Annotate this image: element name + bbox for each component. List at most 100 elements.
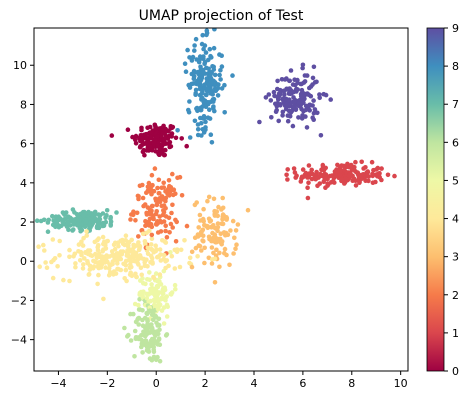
scatter-point-cluster-4	[55, 264, 60, 269]
scatter-point-cluster-3	[205, 198, 210, 204]
x-tick-label: 2	[202, 377, 209, 390]
scatter-point-cluster-6	[132, 354, 137, 359]
scatter-point-cluster-1	[320, 162, 326, 168]
scatter-point-cluster-1	[370, 171, 375, 177]
scatter-point-cluster-4	[98, 265, 104, 270]
scatter-point-cluster-8	[219, 86, 225, 91]
scatter-point-cluster-9	[306, 92, 312, 97]
scatter-point-cluster-3	[233, 228, 239, 233]
scatter-point-cluster-9	[269, 115, 274, 120]
scatter-point-cluster-7	[41, 217, 47, 223]
scatter-point-cluster-3	[209, 225, 214, 230]
scatter-point-cluster-1	[341, 163, 347, 169]
scatter-point-cluster-8	[187, 99, 192, 104]
scatter-point-cluster-5	[145, 277, 150, 282]
scatter-point-cluster-6	[150, 326, 155, 332]
scatter-point-cluster-4	[57, 238, 62, 244]
scatter-point-cluster-8	[204, 32, 209, 38]
scatter-point-cluster-2	[154, 209, 159, 214]
scatter-point-cluster-2	[160, 212, 166, 218]
scatter-point-cluster-8	[222, 82, 227, 88]
scatter-point-cluster-2	[166, 178, 172, 183]
scatter-point-cluster-5	[161, 285, 166, 291]
scatter-point-cluster-2	[149, 172, 155, 178]
scatter-point-cluster-4	[96, 272, 101, 278]
scatter-point-cluster-7	[75, 222, 81, 227]
scatter-point-cluster-8	[219, 64, 225, 69]
scatter-point-cluster-4	[79, 239, 84, 245]
scatter-point-cluster-4	[148, 253, 154, 259]
scatter-point-cluster-3	[224, 215, 230, 221]
scatter-point-cluster-4	[155, 254, 160, 260]
scatter-point-cluster-5	[147, 270, 152, 275]
scatter-point-cluster-4	[73, 264, 78, 270]
scatter-point-cluster-7	[71, 220, 77, 225]
scatter-point-cluster-4	[164, 258, 170, 263]
scatter-point-cluster-5	[152, 293, 158, 298]
y-tick-label: 6	[20, 138, 27, 151]
scatter-point-cluster-1	[341, 167, 347, 173]
scatter-point-cluster-5	[144, 291, 149, 297]
scatter-point-cluster-2	[153, 221, 159, 227]
plot-frame	[33, 27, 409, 372]
scatter-point-cluster-8	[208, 53, 213, 59]
scatter-point-cluster-4	[137, 254, 143, 259]
scatter-point-cluster-1	[317, 173, 323, 179]
scatter-point-cluster-9	[312, 107, 318, 112]
scatter-point-cluster-2	[163, 198, 168, 204]
scatter-point-cluster-5	[168, 250, 173, 255]
scatter-point-cluster-2	[161, 180, 166, 186]
scatter-point-cluster-4	[108, 262, 114, 268]
scatter-point-cluster-4	[80, 266, 86, 271]
scatter-point-cluster-4	[127, 265, 133, 271]
scatter-point-cluster-3	[189, 249, 195, 255]
scatter-point-cluster-9	[271, 89, 277, 95]
scatter-point-cluster-6	[137, 307, 143, 312]
scatter-point-cluster-1	[364, 170, 370, 175]
scatter-point-cluster-9	[275, 86, 280, 92]
scatter-point-cluster-6	[148, 322, 154, 328]
scatter-point-cluster-8	[189, 81, 194, 87]
scatter-point-cluster-3	[206, 216, 212, 222]
scatter-point-cluster-4	[136, 240, 141, 245]
scatter-point-cluster-6	[148, 342, 154, 347]
scatter-point-cluster-8	[212, 28, 217, 32]
scatter-point-cluster-4	[130, 253, 135, 258]
scatter-point-cluster-0	[170, 124, 176, 130]
scatter-point-cluster-1	[355, 170, 361, 175]
scatter-point-cluster-3	[220, 195, 225, 201]
scatter-point-cluster-0	[168, 144, 174, 149]
scatter-point-cluster-8	[212, 108, 217, 114]
scatter-point-cluster-7	[45, 220, 51, 225]
scatter-point-cluster-6	[135, 316, 141, 321]
scatter-point-cluster-3	[219, 221, 224, 226]
scatter-point-cluster-0	[155, 143, 160, 149]
scatter-point-cluster-9	[311, 117, 317, 122]
scatter-point-cluster-8	[217, 72, 222, 78]
scatter-point-cluster-4	[92, 259, 98, 265]
scatter-point-cluster-4	[160, 238, 165, 243]
scatter-point-cluster-8	[215, 93, 221, 98]
scatter-point-cluster-1	[306, 180, 311, 185]
scatter-point-cluster-5	[161, 296, 166, 302]
scatter-point-cluster-1	[351, 164, 357, 170]
scatter-point-cluster-1	[325, 183, 330, 188]
scatter-point-cluster-6	[153, 313, 158, 319]
scatter-point-cluster-4	[145, 245, 151, 251]
scatter-point-cluster-8	[207, 46, 213, 52]
scatter-point-cluster-2	[150, 213, 156, 219]
scatter-point-cluster-3	[227, 262, 232, 268]
scatter-point-cluster-8	[203, 50, 209, 55]
scatter-point-cluster-2	[150, 182, 155, 188]
scatter-point-cluster-2	[152, 166, 158, 171]
scatter-point-cluster-3	[220, 212, 226, 217]
scatter-point-cluster-4	[125, 248, 130, 253]
scatter-point-cluster-9	[280, 109, 286, 115]
scatter-point-cluster-3	[215, 221, 221, 226]
scatter-point-cluster-4	[123, 233, 129, 238]
scatter-point-cluster-2	[140, 182, 145, 188]
scatter-point-cluster-2	[163, 223, 168, 229]
scatter-point-cluster-4	[157, 272, 163, 277]
scatter-point-cluster-3	[202, 222, 207, 228]
scatter-point-cluster-7	[97, 221, 102, 226]
